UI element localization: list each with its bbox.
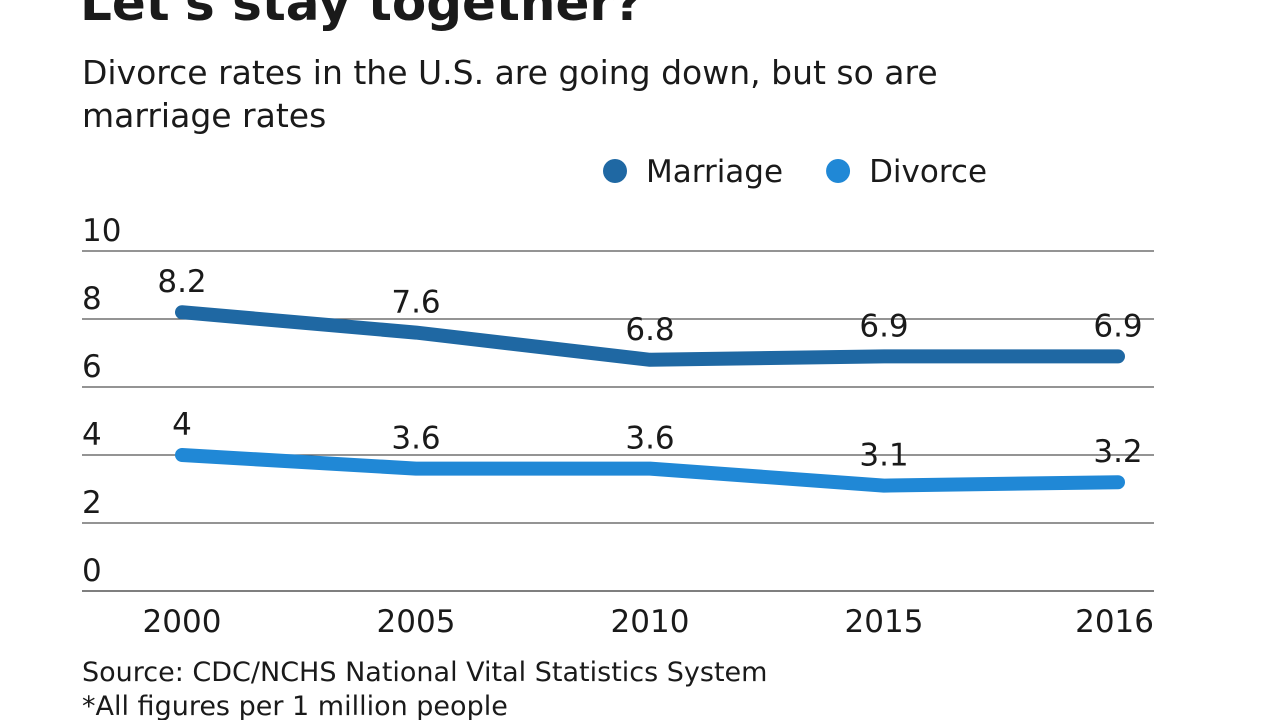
legend-marker (826, 159, 851, 183)
y-tick-label: 2 (82, 485, 102, 521)
legend-label: Divorce (869, 154, 987, 190)
data-label: 8.2 (157, 264, 206, 300)
data-label: 6.8 (625, 312, 674, 348)
data-line (175, 448, 1125, 493)
x-tick-label: 2015 (845, 604, 924, 640)
data-label: 3.2 (1093, 434, 1142, 470)
legend-marker (603, 159, 627, 183)
x-tick-label: 2005 (377, 604, 456, 640)
chart-title: Let's stay together? (80, 0, 643, 32)
chart-subtitle: marriage rates (82, 96, 326, 135)
data-label: 6.9 (859, 308, 908, 344)
y-tick-label: 0 (82, 553, 102, 589)
source: Source: CDC/NCHS National Vital Statisti… (82, 657, 767, 688)
data-label: 4 (172, 407, 192, 443)
x-tick-label: 2010 (611, 604, 690, 640)
y-tick-label: 6 (82, 349, 102, 385)
x-tick-label: 2000 (143, 604, 222, 640)
data-line (175, 305, 1125, 367)
data-label: 6.9 (1093, 308, 1142, 344)
legend-label: Marriage (646, 154, 783, 190)
chart-subtitle: Divorce rates in the U.S. are going down… (82, 53, 938, 92)
data-label: 7.6 (391, 285, 440, 321)
x-tick-label: 2016 (1075, 604, 1154, 640)
data-label: 3.1 (859, 438, 908, 474)
note: *All figures per 1 million people (82, 691, 508, 720)
data-label: 3.6 (391, 421, 440, 457)
y-tick-label: 10 (82, 213, 121, 249)
data-label: 3.6 (625, 421, 674, 457)
y-tick-label: 4 (82, 417, 102, 453)
y-tick-label: 8 (82, 281, 102, 317)
